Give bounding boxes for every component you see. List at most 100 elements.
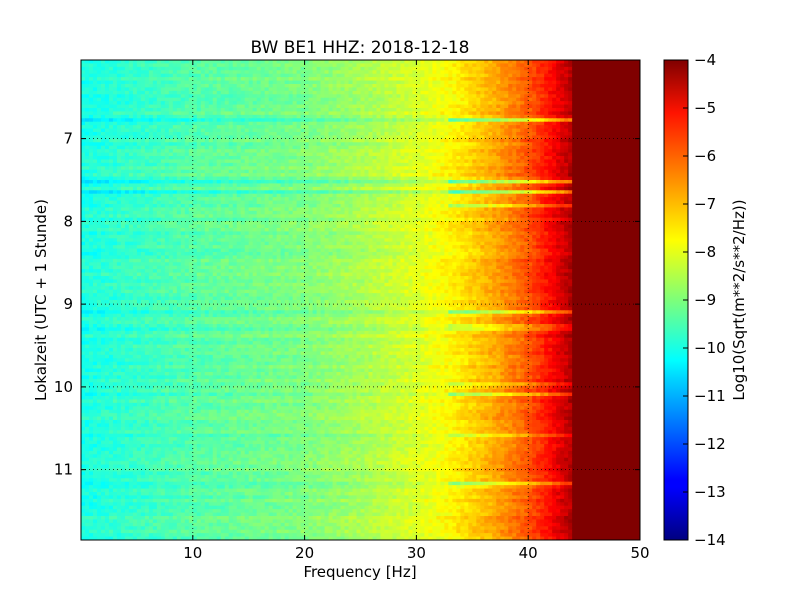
heatmap-cell [504, 63, 509, 68]
heatmap-cell [204, 142, 210, 147]
heatmap-cell [388, 80, 394, 85]
heatmap-cell [104, 70, 110, 75]
heatmap-cell [208, 138, 214, 143]
heatmap-cell [464, 125, 469, 130]
heatmap-cell [488, 108, 493, 113]
heatmap-cell [376, 70, 382, 75]
heatmap-cell [532, 142, 537, 147]
heatmap-cell [520, 125, 525, 130]
heatmap-cell [88, 94, 94, 99]
heatmap-cell [568, 166, 573, 171]
heatmap-cell [528, 176, 533, 181]
heatmap-cell [624, 152, 629, 157]
heatmap-cell [244, 162, 250, 167]
heatmap-cell [244, 60, 250, 65]
heatmap-cell [504, 138, 509, 143]
heatmap-cell [340, 176, 346, 181]
heatmap-cell [156, 114, 162, 119]
heatmap-cell [244, 66, 250, 71]
heatmap-cell [376, 162, 382, 167]
heatmap-cell [592, 173, 597, 178]
heatmap-cell [568, 156, 573, 161]
heatmap-cell [140, 173, 146, 178]
heatmap-cell [432, 60, 437, 65]
heatmap-cell [508, 125, 513, 130]
heatmap-cell [256, 142, 262, 147]
heatmap-cell [268, 104, 274, 109]
heatmap-cell [528, 156, 533, 161]
heatmap-cell [132, 90, 138, 95]
heatmap-cell [284, 121, 290, 126]
heatmap-cell [440, 159, 445, 164]
heatmap-cell [96, 145, 102, 150]
heatmap-cell [504, 118, 509, 123]
heatmap-cell [620, 104, 625, 109]
heatmap-cell [260, 125, 266, 130]
heatmap-cell [404, 73, 410, 78]
heatmap-cell [252, 138, 258, 143]
heatmap-cell [144, 63, 150, 68]
heatmap-cell [132, 94, 138, 99]
heatmap-cell [264, 142, 270, 147]
heatmap-cell [560, 132, 565, 137]
heatmap-cell [424, 138, 429, 143]
heatmap-cell [380, 138, 386, 143]
heatmap-cell [628, 63, 633, 68]
heatmap-cell [144, 142, 150, 147]
heatmap-cell [616, 159, 621, 164]
heatmap-cell [168, 156, 174, 161]
heatmap-cell [304, 118, 310, 123]
heatmap-cell [408, 70, 413, 75]
heatmap-cell [176, 114, 182, 119]
heatmap-cell [524, 166, 529, 171]
heatmap-cell [524, 66, 529, 71]
heatmap-cell [404, 128, 410, 133]
heatmap-cell [428, 94, 433, 99]
heatmap-cell [288, 80, 294, 85]
heatmap-cell [436, 159, 441, 164]
heatmap-cell [188, 169, 194, 174]
heatmap-cell [620, 176, 625, 181]
heatmap-cell [196, 70, 202, 75]
heatmap-cell [412, 162, 417, 167]
heatmap-cell [200, 73, 206, 78]
heatmap-cell [204, 60, 210, 65]
heatmap-cell [564, 73, 569, 78]
heatmap-cell [140, 60, 146, 65]
heatmap-cell [408, 80, 413, 85]
heatmap-cell [340, 94, 346, 99]
heatmap-cell [476, 125, 481, 130]
heatmap-cell [292, 169, 298, 174]
heatmap-cell [632, 108, 637, 113]
heatmap-cell [508, 169, 513, 174]
heatmap-cell [192, 94, 198, 99]
heatmap-cell [96, 128, 102, 133]
heatmap-cell [532, 166, 537, 171]
heatmap-cell [136, 159, 142, 164]
heatmap-cell [596, 80, 601, 85]
heatmap-cell [196, 128, 202, 133]
heatmap-cell [212, 84, 218, 89]
heatmap-cell [248, 169, 254, 174]
heatmap-cell [344, 166, 350, 171]
heatmap-cell [444, 104, 449, 109]
heatmap-cell [476, 152, 481, 157]
heatmap-cell [156, 97, 162, 102]
heatmap-cell [468, 138, 473, 143]
heatmap-cell [152, 60, 158, 65]
heatmap-cell [400, 97, 406, 102]
heatmap-cell [544, 152, 549, 157]
heatmap-cell [420, 142, 425, 147]
heatmap-cell [484, 121, 489, 126]
heatmap-cell [384, 73, 390, 78]
heatmap-cell [380, 128, 386, 133]
heatmap-cell [432, 166, 437, 171]
heatmap-cell [104, 94, 110, 99]
heatmap-cell [488, 149, 493, 154]
heatmap-cell [444, 80, 449, 85]
heatmap-cell [228, 84, 234, 89]
heatmap-cell [112, 114, 118, 119]
heatmap-cell [516, 173, 521, 178]
heatmap-cell [540, 73, 545, 78]
heatmap-cell [240, 142, 246, 147]
